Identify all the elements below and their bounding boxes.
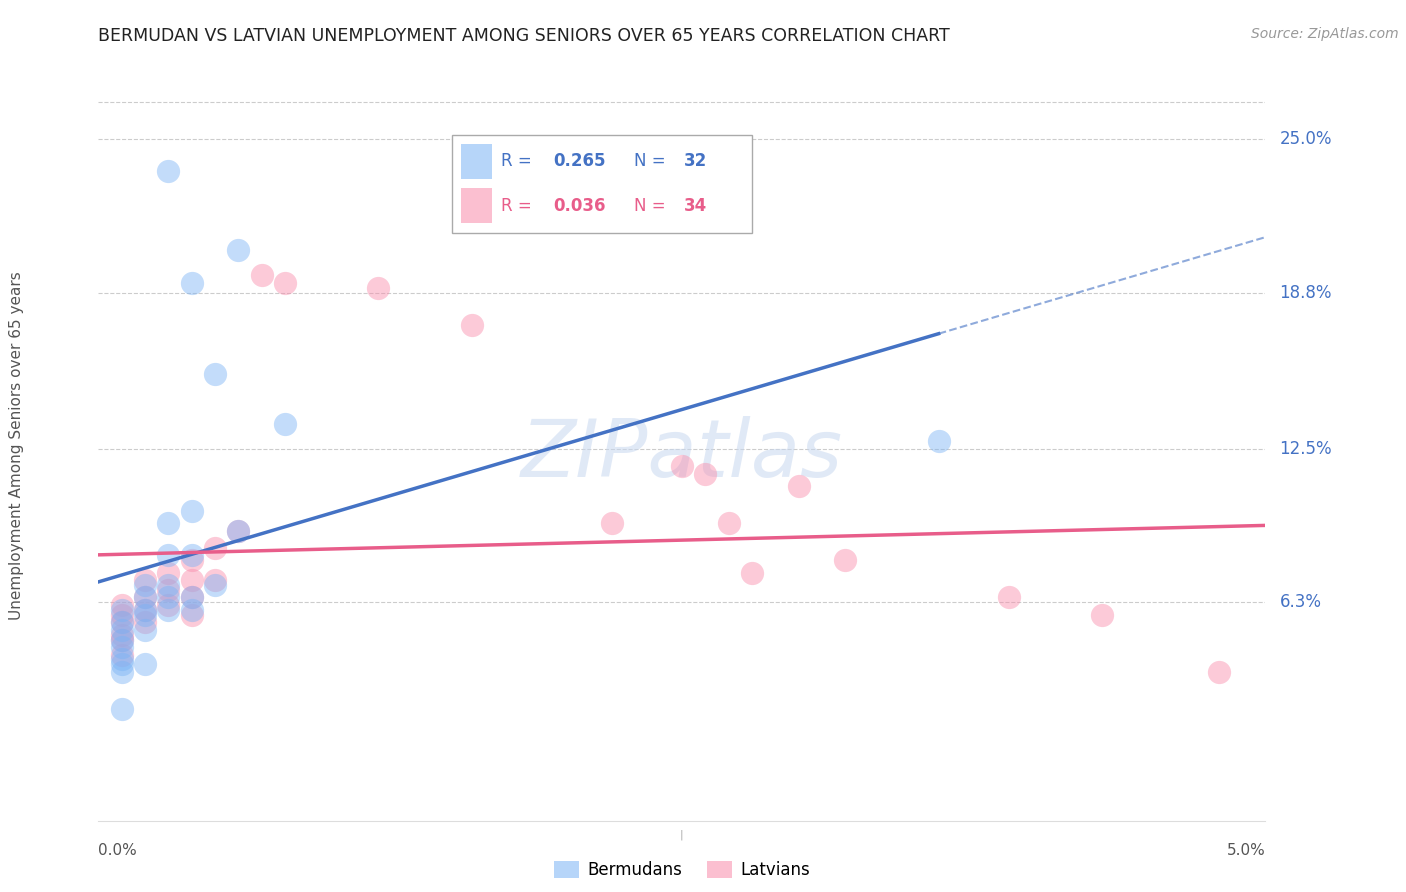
Point <box>134 657 156 672</box>
Point <box>134 591 156 605</box>
Point <box>157 549 180 563</box>
Point <box>250 268 273 282</box>
Point <box>111 702 134 716</box>
Point <box>1208 665 1230 679</box>
Point <box>157 582 180 597</box>
Point <box>180 504 202 518</box>
Text: 0.0%: 0.0% <box>98 843 138 858</box>
Text: Unemployment Among Seniors over 65 years: Unemployment Among Seniors over 65 years <box>10 272 24 620</box>
Point <box>111 628 134 642</box>
Point <box>180 607 202 622</box>
Point <box>228 244 250 258</box>
Point <box>204 368 226 382</box>
FancyBboxPatch shape <box>451 135 752 234</box>
Text: 6.3%: 6.3% <box>1279 593 1322 611</box>
Text: R =: R = <box>501 152 537 169</box>
Point <box>274 276 297 290</box>
Point <box>157 578 180 592</box>
Point <box>111 615 134 630</box>
Text: 32: 32 <box>683 152 707 169</box>
Point <box>204 541 226 555</box>
Point <box>834 553 856 567</box>
Point <box>461 318 484 332</box>
Point <box>111 648 134 662</box>
Point <box>367 280 389 294</box>
Point <box>928 434 950 449</box>
Bar <box>461 145 492 179</box>
Bar <box>461 188 492 223</box>
Point <box>111 632 134 647</box>
Point <box>134 603 156 617</box>
Text: 34: 34 <box>683 197 707 215</box>
Point <box>157 598 180 612</box>
Point <box>111 665 134 679</box>
Point <box>111 632 134 647</box>
Point <box>157 591 180 605</box>
Text: 0.036: 0.036 <box>554 197 606 215</box>
Text: 18.8%: 18.8% <box>1279 284 1331 301</box>
Point <box>111 640 134 654</box>
Point <box>134 615 156 630</box>
Point <box>274 417 297 431</box>
Point <box>204 578 226 592</box>
Point <box>111 615 134 630</box>
Text: 12.5%: 12.5% <box>1279 440 1331 458</box>
Point <box>180 553 202 567</box>
Legend: Bermudans, Latvians: Bermudans, Latvians <box>547 854 817 886</box>
Point <box>228 524 250 538</box>
Point <box>134 603 156 617</box>
Point <box>111 657 134 672</box>
Point <box>157 603 180 617</box>
Text: N =: N = <box>634 197 671 215</box>
Point <box>180 591 202 605</box>
Point <box>695 467 717 481</box>
Point <box>111 652 134 666</box>
Point <box>111 607 134 622</box>
Text: |: | <box>681 830 683 840</box>
Point <box>180 276 202 290</box>
Point <box>134 591 156 605</box>
Point <box>997 591 1019 605</box>
Point <box>157 164 180 178</box>
Point <box>111 623 134 637</box>
Point <box>671 459 693 474</box>
Point <box>180 573 202 587</box>
Point <box>157 566 180 580</box>
Point <box>180 591 202 605</box>
Point <box>741 566 763 580</box>
Text: 5.0%: 5.0% <box>1226 843 1265 858</box>
Point <box>134 607 156 622</box>
Point <box>134 623 156 637</box>
Point <box>180 549 202 563</box>
Text: 25.0%: 25.0% <box>1279 130 1331 148</box>
Point <box>1091 607 1114 622</box>
Point <box>134 578 156 592</box>
Text: 0.265: 0.265 <box>554 152 606 169</box>
Point <box>111 598 134 612</box>
Point <box>600 516 623 530</box>
Point <box>180 603 202 617</box>
Point <box>228 524 250 538</box>
Text: BERMUDAN VS LATVIAN UNEMPLOYMENT AMONG SENIORS OVER 65 YEARS CORRELATION CHART: BERMUDAN VS LATVIAN UNEMPLOYMENT AMONG S… <box>98 27 950 45</box>
Point <box>134 573 156 587</box>
Point <box>111 603 134 617</box>
Point <box>787 479 810 493</box>
Text: N =: N = <box>634 152 671 169</box>
Point <box>717 516 740 530</box>
Text: ZIPatlas: ZIPatlas <box>520 416 844 494</box>
Point <box>204 573 226 587</box>
Point <box>157 516 180 530</box>
Text: R =: R = <box>501 197 537 215</box>
Text: Source: ZipAtlas.com: Source: ZipAtlas.com <box>1251 27 1399 41</box>
